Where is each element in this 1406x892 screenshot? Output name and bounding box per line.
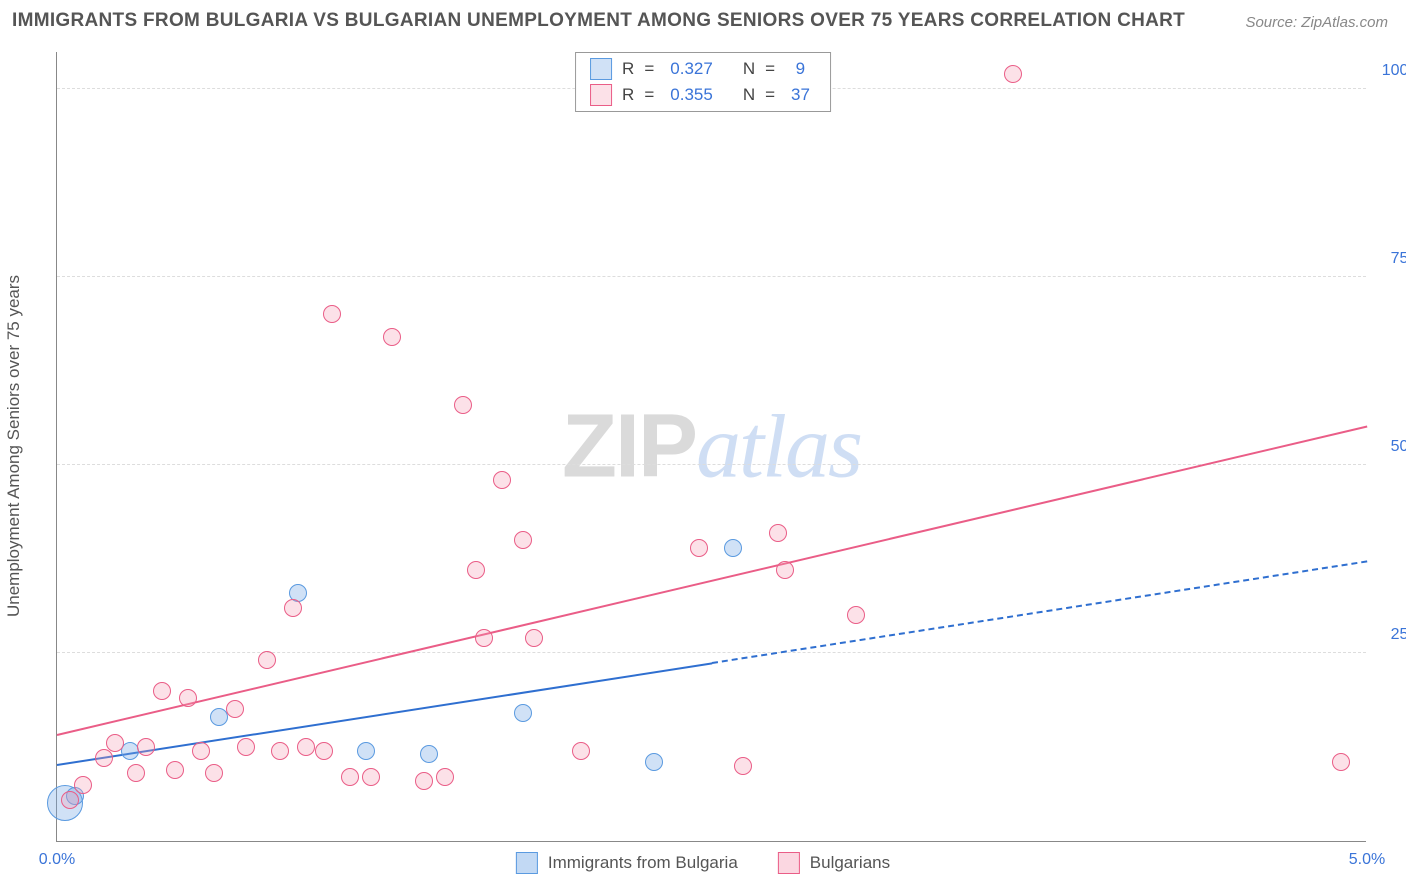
scatter-point (258, 651, 276, 669)
scatter-point (315, 742, 333, 760)
scatter-point (323, 305, 341, 323)
y-tick-label: 100.0% (1374, 62, 1406, 80)
legend-swatch (778, 852, 800, 874)
scatter-point (475, 629, 493, 647)
scatter-point (362, 768, 380, 786)
scatter-point (127, 764, 145, 782)
watermark-zip: ZIP (562, 396, 696, 496)
y-tick-label: 50.0% (1374, 438, 1406, 456)
legend-stats: R = 0.327 N = 9 R = 0.355 N = 37 (575, 52, 831, 112)
legend-item: Bulgarians (778, 852, 890, 874)
scatter-point (205, 764, 223, 782)
scatter-point (454, 396, 472, 414)
legend-stats-row: R = 0.355 N = 37 (576, 82, 830, 108)
scatter-point (420, 745, 438, 763)
equals-sign: = (644, 59, 654, 79)
legend-r-label: R (622, 59, 634, 79)
scatter-point (297, 738, 315, 756)
legend-label: Bulgarians (810, 853, 890, 873)
scatter-point (436, 768, 454, 786)
watermark: ZIPatlas (562, 395, 861, 498)
scatter-point (690, 539, 708, 557)
legend-n-label: N (743, 59, 755, 79)
legend-item: Immigrants from Bulgaria (516, 852, 738, 874)
legend-r-value: 0.327 (664, 59, 719, 79)
legend-r-label: R (622, 85, 634, 105)
scatter-point (769, 524, 787, 542)
scatter-point (572, 742, 590, 760)
scatter-point (166, 761, 184, 779)
legend-swatch (590, 84, 612, 106)
scatter-point (493, 471, 511, 489)
legend-swatch (516, 852, 538, 874)
legend-n-value: 37 (785, 85, 816, 105)
scatter-point (467, 561, 485, 579)
scatter-point (525, 629, 543, 647)
equals-sign: = (765, 59, 775, 79)
trend-line (57, 662, 712, 766)
y-tick-label: 75.0% (1374, 250, 1406, 268)
scatter-point (776, 561, 794, 579)
y-tick-label: 25.0% (1374, 626, 1406, 644)
watermark-atlas: atlas (696, 397, 861, 496)
x-tick-label: 5.0% (1349, 851, 1385, 869)
legend-n-label: N (743, 85, 755, 105)
scatter-point (95, 749, 113, 767)
source-label: Source: ZipAtlas.com (1245, 14, 1388, 31)
scatter-point (271, 742, 289, 760)
scatter-point (192, 742, 210, 760)
legend-r-value: 0.355 (664, 85, 719, 105)
scatter-point (847, 606, 865, 624)
scatter-point (106, 734, 124, 752)
trend-line (57, 425, 1367, 735)
scatter-point (237, 738, 255, 756)
scatter-point (74, 776, 92, 794)
legend-swatch (590, 58, 612, 80)
scatter-point (383, 328, 401, 346)
scatter-point (61, 791, 79, 809)
gridline (57, 652, 1366, 653)
scatter-point (514, 531, 532, 549)
equals-sign: = (765, 85, 775, 105)
gridline (57, 276, 1366, 277)
scatter-point (153, 682, 171, 700)
legend-n-value: 9 (785, 59, 811, 79)
scatter-point (137, 738, 155, 756)
scatter-point (415, 772, 433, 790)
trend-line (712, 561, 1367, 665)
legend-label: Immigrants from Bulgaria (548, 853, 738, 873)
scatter-point (724, 539, 742, 557)
scatter-point (645, 753, 663, 771)
scatter-point (179, 689, 197, 707)
y-axis-label: Unemployment Among Seniors over 75 years (4, 275, 24, 617)
scatter-point (514, 704, 532, 722)
scatter-point (734, 757, 752, 775)
chart-title: IMMIGRANTS FROM BULGARIA VS BULGARIAN UN… (12, 10, 1185, 32)
scatter-point (341, 768, 359, 786)
x-tick-label: 0.0% (39, 851, 75, 869)
gridline (57, 464, 1366, 465)
correlation-chart: IMMIGRANTS FROM BULGARIA VS BULGARIAN UN… (0, 0, 1406, 892)
plot-area: ZIPatlas 25.0%50.0%75.0%100.0%0.0%5.0% (56, 52, 1366, 842)
scatter-point (357, 742, 375, 760)
equals-sign: = (644, 85, 654, 105)
scatter-point (1332, 753, 1350, 771)
legend-stats-row: R = 0.327 N = 9 (576, 56, 830, 82)
scatter-point (284, 599, 302, 617)
scatter-point (226, 700, 244, 718)
scatter-point (1004, 65, 1022, 83)
legend-bottom: Immigrants from Bulgaria Bulgarians (516, 852, 890, 874)
